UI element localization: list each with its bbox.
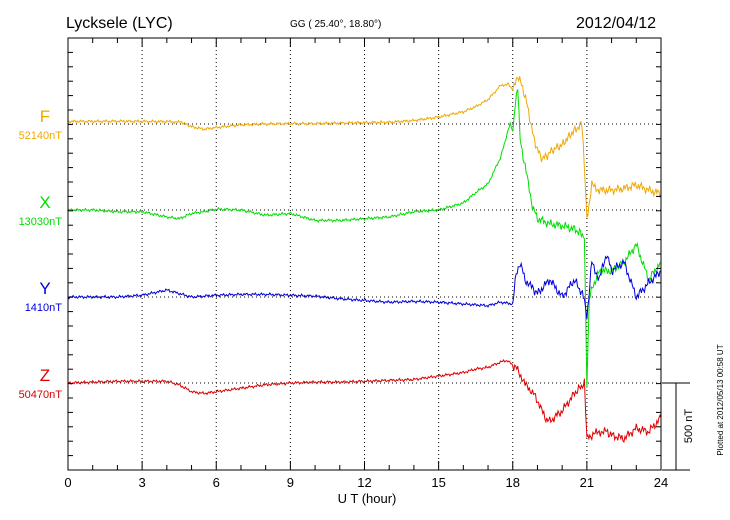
series-line-x	[67, 89, 662, 388]
series-line-z	[67, 359, 662, 444]
series-name-label-f: F	[40, 107, 50, 126]
x-tick-label: 21	[580, 475, 594, 490]
series-baseline-label-x: 13030nT	[19, 216, 63, 228]
x-tick-label: 18	[506, 475, 520, 490]
series-baseline-label-f: 52140nT	[19, 130, 63, 142]
x-tick-label: 24	[654, 475, 668, 490]
series-name-label-y: Y	[39, 279, 50, 298]
x-tick-label: 0	[64, 475, 71, 490]
series-baseline-label-y: 1410nT	[25, 302, 63, 314]
station-coords: GG ( 25.40°, 18.80°)	[290, 19, 381, 30]
series-name-label-x: X	[39, 193, 50, 212]
plot-date: 2012/04/12	[576, 15, 656, 32]
plotted-note: Plotted at 2012/05/13 00:58 UT	[716, 344, 725, 455]
station-title: Lycksele (LYC)	[66, 15, 173, 32]
trace-layer	[67, 76, 662, 444]
x-tick-labels: 0 3 6 9 12 15 18 21 24	[64, 475, 668, 490]
x-tick-label: 9	[287, 475, 294, 490]
series-baseline-label-z: 50470nT	[19, 389, 63, 401]
scale-bar-label: 500 nT	[683, 409, 695, 444]
series-labels: F 52140nT X 13030nT Y 1410nT Z 50470nT	[19, 107, 63, 401]
scale-bar: 500 nT	[662, 382, 695, 471]
series-line-y	[67, 255, 662, 320]
x-tick-label: 12	[357, 475, 371, 490]
ticks	[67, 37, 662, 471]
x-tick-label: 6	[213, 475, 220, 490]
x-axis-label: U T (hour)	[338, 491, 397, 506]
x-tick-label: 15	[431, 475, 445, 490]
series-line-f	[67, 76, 662, 218]
grid-lines	[68, 38, 661, 470]
series-name-label-z: Z	[40, 366, 50, 385]
x-tick-label: 3	[139, 475, 146, 490]
